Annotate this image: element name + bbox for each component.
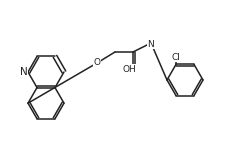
Text: N: N [20, 67, 28, 77]
Text: Cl: Cl [171, 53, 180, 62]
Text: OH: OH [122, 65, 136, 73]
Text: N: N [148, 39, 154, 49]
Text: O: O [93, 58, 101, 67]
